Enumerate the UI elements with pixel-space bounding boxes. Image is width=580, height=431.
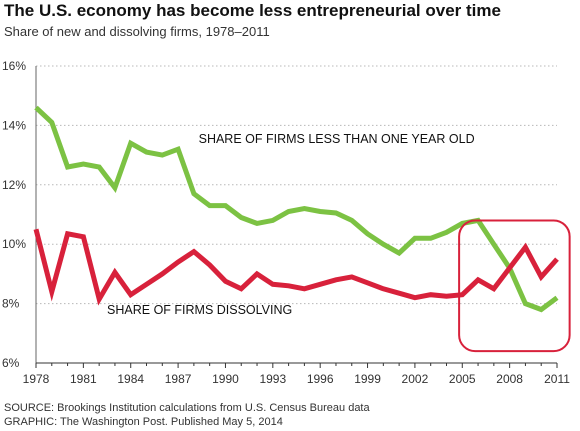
x-tick-label: 2008 — [496, 372, 523, 386]
chart-subtitle: Share of new and dissolving firms, 1978–… — [4, 24, 270, 39]
x-tick-label: 2005 — [449, 372, 476, 386]
chart-title: The U.S. economy has become less entrepr… — [4, 1, 501, 20]
y-tick-label: 14% — [2, 118, 26, 132]
x-tick-label: 2002 — [402, 372, 429, 386]
x-tick-label: 1993 — [259, 372, 286, 386]
y-tick-label: 16% — [2, 59, 26, 73]
y-tick-label: 12% — [2, 178, 26, 192]
grid-lines — [36, 65, 557, 305]
series-label-dissolving: SHARE OF FIRMS DISSOLVING — [107, 303, 292, 317]
x-tick-label: 1987 — [165, 372, 192, 386]
axes: 6% 8% 10% 12% 14% 16% 1978 1981 1984 1987 1990 1993… — [2, 59, 570, 386]
x-tick-label: 1981 — [70, 372, 97, 386]
x-tick-label: 1978 — [23, 372, 50, 386]
x-tick-label: 1999 — [354, 372, 381, 386]
x-tick-label: 2011 — [544, 372, 570, 386]
highlight-recent-years-box — [458, 219, 571, 353]
x-tick-label: 1984 — [117, 372, 144, 386]
y-tick-label: 8% — [2, 297, 20, 311]
x-tick-label: 1996 — [307, 372, 334, 386]
series-label-new-firms: SHARE OF FIRMS LESS THAN ONE YEAR OLD — [199, 132, 475, 146]
graphic-credit: GRAPHIC: The Washington Post. Published … — [4, 416, 283, 428]
source-note: SOURCE: Brookings Institution calculatio… — [4, 402, 370, 414]
highlight-box — [458, 219, 571, 353]
series-line-dissolving — [33, 228, 559, 306]
x-tick-label: 1990 — [212, 372, 239, 386]
y-tick-label: 10% — [2, 237, 26, 251]
y-tick-label: 6% — [2, 356, 20, 370]
series-labels: SHARE OF FIRMS LESS THAN ONE YEAR OLD SHA… — [107, 132, 475, 317]
